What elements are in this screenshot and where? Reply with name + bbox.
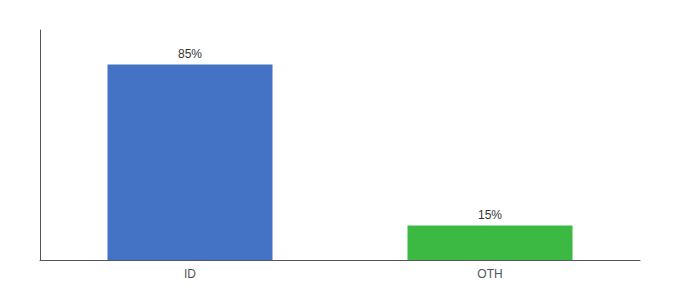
svg-text:15%: 15% [478,208,502,222]
svg-text:OTH: OTH [477,267,502,281]
svg-text:ID: ID [184,267,196,281]
svg-text:85%: 85% [178,47,202,61]
